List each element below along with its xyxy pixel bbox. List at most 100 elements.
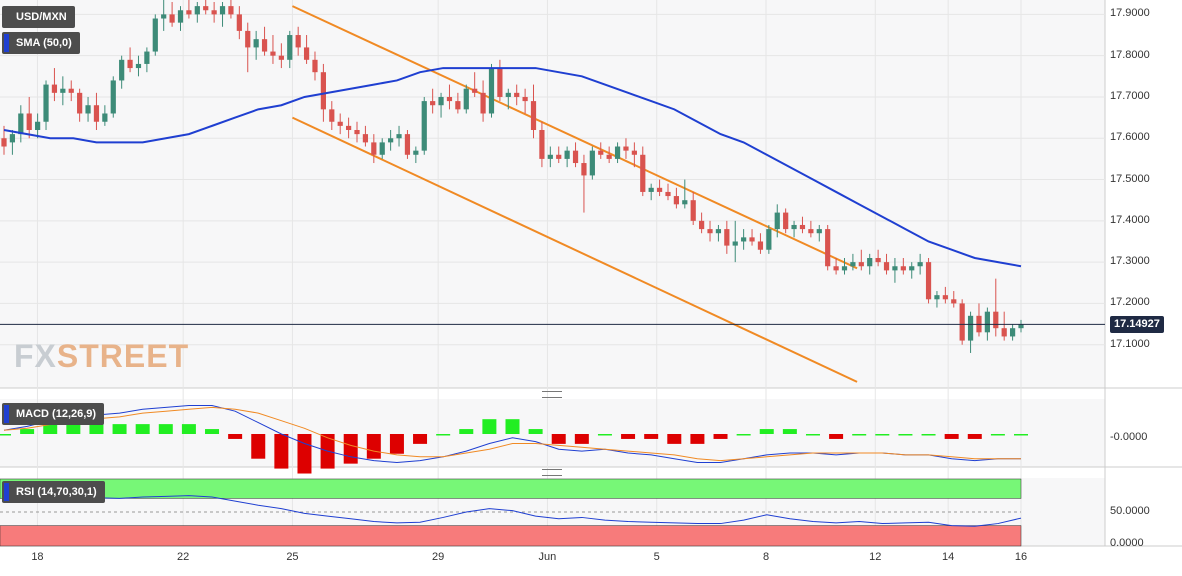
candle-body <box>614 146 621 159</box>
bearish-candle <box>497 59 503 102</box>
bullish-candle <box>463 84 469 114</box>
bearish-candle <box>707 220 713 242</box>
candle-body <box>345 125 352 130</box>
macd-histogram-bar <box>852 434 867 436</box>
candle-body <box>354 130 360 135</box>
bullish-candle <box>816 224 822 242</box>
candle-body <box>421 101 427 151</box>
rsi-line <box>3 495 1022 527</box>
bearish-candle <box>858 249 864 271</box>
macd-badge[interactable]: MACD (12,26,9) <box>2 403 105 425</box>
bullish-candle <box>152 14 158 56</box>
candle-body <box>984 311 990 333</box>
bearish-candle <box>808 220 814 238</box>
bullish-candle <box>715 224 722 242</box>
bearish-candle <box>900 258 906 275</box>
candle-body <box>699 220 705 230</box>
bearish-candle <box>362 125 369 147</box>
candle-body <box>236 14 242 31</box>
macd-histogram-bar <box>436 434 451 436</box>
bullish-candle <box>505 88 511 110</box>
candle-body <box>43 84 49 122</box>
badge-swatch <box>4 34 9 52</box>
bullish-candle <box>438 92 444 118</box>
macd-histogram-bar <box>0 434 11 436</box>
bearish-candle <box>278 43 284 69</box>
bullish-candle <box>413 146 419 164</box>
macd-label: MACD (12,26,9) <box>16 408 97 420</box>
grid <box>0 0 1105 546</box>
candle-body <box>606 154 612 159</box>
rsi-badge[interactable]: RSI (14,70,30,1) <box>2 481 105 503</box>
candle-body <box>18 113 24 135</box>
rsi-overbought-zone <box>0 478 1022 499</box>
bearish-candle <box>757 233 764 254</box>
candle-body <box>749 237 755 242</box>
macd-histogram-bar <box>274 434 289 469</box>
candle-body <box>539 130 545 159</box>
candle-body <box>715 229 722 234</box>
macd-histogram-bar <box>505 419 520 434</box>
candle-body <box>993 311 999 329</box>
candle-body <box>925 262 932 300</box>
candle-body <box>867 258 873 267</box>
price-tick-label: 17.1000 <box>1110 337 1150 350</box>
candle-body <box>9 134 16 143</box>
bullish-candle <box>177 6 184 31</box>
candle-body <box>530 101 537 130</box>
bullish-candle <box>850 253 856 271</box>
bearish-candle <box>724 220 730 254</box>
rsi-axis-label: 50.0000 <box>1110 505 1150 517</box>
candle-body <box>455 101 461 110</box>
bearish-candle <box>640 146 646 197</box>
date-tick-label: 8 <box>762 551 770 563</box>
symbol-badge[interactable]: USD/MXN <box>2 6 75 28</box>
candle-body <box>967 315 974 341</box>
candle-body <box>892 266 898 271</box>
bearish-candle <box>93 92 100 130</box>
bearish-candle <box>51 68 58 102</box>
bullish-candle <box>421 96 427 155</box>
macd-histogram-bar <box>759 429 774 434</box>
candle-body <box>194 6 200 15</box>
channel-upper-line <box>292 5 858 270</box>
bullish-candle <box>110 76 116 118</box>
logo-part: STREET <box>56 338 190 374</box>
bullish-candle <box>18 105 24 143</box>
macd-histogram-bar <box>898 434 913 436</box>
bullish-candle <box>388 130 394 151</box>
bearish-candle <box>623 138 629 159</box>
price-tick-label: 17.8000 <box>1110 48 1150 61</box>
macd-histogram-bar <box>205 429 220 434</box>
bearish-candle <box>245 22 251 73</box>
candle-body <box>757 241 764 250</box>
bearish-candle <box>236 6 242 40</box>
sma-badge[interactable]: SMA (50,0) <box>2 32 80 54</box>
candle-body <box>656 187 663 192</box>
bullish-candle <box>564 146 570 168</box>
bullish-candle <box>43 80 49 130</box>
bearish-candle <box>673 187 680 209</box>
panel-resize-handle[interactable] <box>542 391 562 398</box>
bearish-candle <box>572 142 579 168</box>
candle-body <box>648 187 654 192</box>
bearish-candle <box>699 212 705 234</box>
candle-body <box>261 39 268 52</box>
candle-body <box>816 229 822 234</box>
panel-resize-handle[interactable] <box>542 469 562 476</box>
candle-body <box>446 96 453 102</box>
candle-body <box>102 113 108 122</box>
macd-histogram-bar <box>389 434 404 454</box>
candle-body <box>741 237 747 242</box>
candle-body <box>388 138 394 143</box>
bullish-candle <box>253 30 259 60</box>
candle-body <box>135 63 142 69</box>
bearish-candle <box>228 0 234 19</box>
candle-body <box>547 154 553 159</box>
rsi-axis-label: 0.0000 <box>1110 537 1144 549</box>
candle-body <box>505 92 511 97</box>
candle-body <box>875 258 881 263</box>
candle-body <box>68 88 74 93</box>
bearish-candle <box>345 117 352 139</box>
macd-histogram-bar <box>181 424 196 434</box>
